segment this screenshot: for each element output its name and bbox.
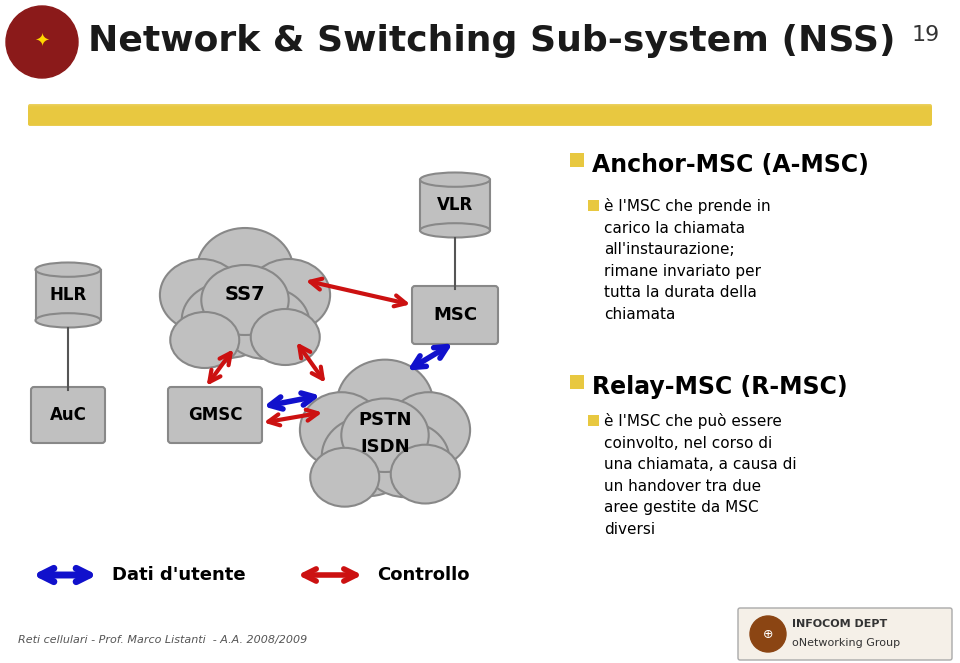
Ellipse shape bbox=[342, 398, 429, 472]
Bar bbox=[420, 180, 490, 230]
Text: oNetworking Group: oNetworking Group bbox=[792, 638, 900, 648]
Ellipse shape bbox=[251, 309, 320, 365]
Ellipse shape bbox=[420, 172, 490, 187]
Ellipse shape bbox=[310, 448, 379, 507]
Text: Network & Switching Sub-system (NSS): Network & Switching Sub-system (NSS) bbox=[88, 24, 896, 58]
Bar bbox=[36, 270, 101, 320]
FancyBboxPatch shape bbox=[412, 286, 498, 344]
Text: è l'MSC che può essere
coinvolto, nel corso di
una chiamata, a causa di
un hando: è l'MSC che può essere coinvolto, nel co… bbox=[604, 413, 797, 537]
Text: Controllo: Controllo bbox=[377, 566, 469, 584]
Text: ⊕: ⊕ bbox=[763, 627, 773, 640]
Text: HLR: HLR bbox=[49, 286, 86, 304]
Circle shape bbox=[6, 6, 78, 78]
Text: AuC: AuC bbox=[50, 406, 86, 424]
Text: 19: 19 bbox=[912, 25, 940, 45]
Text: è l'MSC che prende in
carico la chiamata
all'instaurazione;
rimane invariato per: è l'MSC che prende in carico la chiamata… bbox=[604, 198, 771, 322]
Ellipse shape bbox=[420, 223, 490, 237]
Text: ISDN: ISDN bbox=[360, 438, 410, 456]
FancyBboxPatch shape bbox=[28, 104, 932, 126]
FancyBboxPatch shape bbox=[28, 107, 932, 125]
Ellipse shape bbox=[202, 265, 289, 335]
Text: Anchor-MSC (A-MSC): Anchor-MSC (A-MSC) bbox=[592, 153, 869, 177]
Text: PSTN: PSTN bbox=[358, 411, 412, 429]
Bar bbox=[588, 415, 599, 426]
Ellipse shape bbox=[362, 422, 449, 497]
Text: VLR: VLR bbox=[437, 196, 473, 214]
FancyBboxPatch shape bbox=[31, 387, 105, 443]
FancyBboxPatch shape bbox=[168, 387, 262, 443]
Text: MSC: MSC bbox=[433, 306, 477, 324]
Ellipse shape bbox=[337, 359, 433, 448]
FancyBboxPatch shape bbox=[28, 109, 932, 125]
Ellipse shape bbox=[322, 416, 414, 496]
FancyBboxPatch shape bbox=[738, 608, 952, 660]
FancyBboxPatch shape bbox=[28, 105, 932, 125]
Ellipse shape bbox=[160, 259, 243, 331]
Bar bbox=[570, 153, 584, 167]
Text: Dati d'utente: Dati d'utente bbox=[112, 566, 246, 584]
Ellipse shape bbox=[36, 263, 101, 276]
Ellipse shape bbox=[222, 287, 309, 359]
Ellipse shape bbox=[387, 392, 470, 468]
FancyBboxPatch shape bbox=[28, 110, 932, 124]
Bar bbox=[570, 375, 584, 389]
Ellipse shape bbox=[248, 259, 330, 331]
Ellipse shape bbox=[391, 445, 460, 503]
Text: ✦: ✦ bbox=[35, 33, 50, 51]
Bar bbox=[588, 200, 599, 211]
Ellipse shape bbox=[170, 312, 239, 368]
Ellipse shape bbox=[181, 282, 274, 358]
Text: GMSC: GMSC bbox=[188, 406, 242, 424]
Ellipse shape bbox=[36, 313, 101, 328]
Text: INFOCOM DEPT: INFOCOM DEPT bbox=[792, 619, 887, 629]
Text: Relay-MSC (R-MSC): Relay-MSC (R-MSC) bbox=[592, 375, 848, 399]
Text: Reti cellulari - Prof. Marco Listanti  - A.A. 2008/2009: Reti cellulari - Prof. Marco Listanti - … bbox=[18, 635, 307, 645]
Circle shape bbox=[750, 616, 786, 652]
Ellipse shape bbox=[300, 392, 383, 468]
Text: SS7: SS7 bbox=[225, 286, 265, 304]
Ellipse shape bbox=[197, 228, 294, 312]
